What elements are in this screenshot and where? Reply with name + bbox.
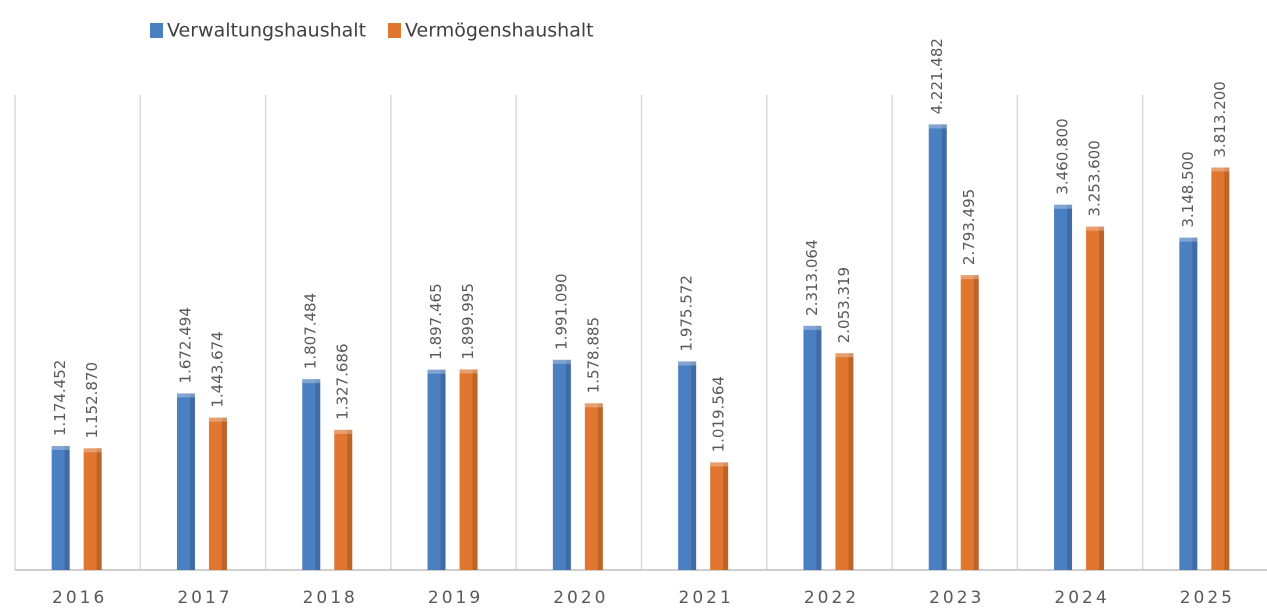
bar-cap [928, 124, 947, 129]
bar-shade [221, 417, 227, 570]
bar-cap [960, 275, 979, 280]
bar-shade [597, 403, 603, 570]
x-tick-label: 2023 [929, 588, 984, 608]
bar [584, 403, 603, 570]
bar [176, 393, 195, 570]
value-label: 1.975.572 [678, 275, 696, 351]
bar-shade [848, 353, 854, 570]
x-tick-label: 2025 [1180, 588, 1235, 608]
bar [1211, 167, 1230, 571]
bar [1086, 226, 1105, 570]
bar [208, 417, 227, 570]
bar-shade [64, 446, 70, 570]
value-label: 3.253.600 [1086, 140, 1104, 216]
bar-cap [176, 393, 195, 398]
value-label: 1.899.995 [459, 283, 477, 359]
value-label: 3.813.200 [1211, 81, 1229, 157]
bar-cap [584, 403, 603, 408]
bar [459, 369, 478, 570]
value-label: 1.327.686 [334, 344, 352, 420]
bar-cap [710, 462, 729, 467]
bar-shade [440, 369, 446, 570]
bar [83, 448, 102, 570]
bar-cap [459, 369, 478, 374]
value-label: 1.578.885 [584, 317, 602, 393]
bar-shade [472, 369, 478, 570]
x-tick-label: 2019 [428, 588, 483, 608]
value-label: 4.221.482 [928, 38, 946, 114]
x-tick-label: 2018 [303, 588, 358, 608]
value-label: 1.152.870 [83, 362, 101, 438]
bar-cap [552, 359, 571, 364]
bar-shade [1067, 204, 1073, 570]
bar-cap [678, 361, 697, 366]
bar-shade [315, 379, 321, 570]
bar [334, 429, 353, 570]
bar-shade [565, 359, 571, 570]
bar [803, 325, 822, 570]
value-label: 1.991.090 [552, 273, 570, 349]
value-label: 1.897.465 [427, 283, 445, 359]
bar-shade [941, 124, 947, 571]
bar [710, 462, 729, 570]
value-label: 1.672.494 [176, 307, 194, 383]
value-label: 3.148.500 [1179, 151, 1197, 227]
bar [835, 353, 854, 570]
value-label: 1.443.674 [208, 331, 226, 407]
bar [1179, 237, 1198, 571]
legend-swatch [388, 23, 402, 38]
bar-shade [347, 429, 353, 570]
value-label: 2.053.319 [835, 267, 853, 343]
bar-shade [816, 325, 822, 570]
bar [302, 379, 321, 570]
value-label: 3.460.800 [1054, 118, 1072, 194]
bar-cap [1054, 204, 1073, 209]
bar-cap [334, 429, 353, 434]
bar-cap [427, 369, 446, 374]
value-label: 2.313.064 [803, 239, 821, 315]
bar-cap [83, 448, 102, 453]
bar [960, 275, 979, 570]
bar-shade [189, 393, 195, 570]
bar-cap [1179, 237, 1198, 242]
x-tick-label: 2021 [679, 588, 734, 608]
bar-cap [208, 417, 227, 422]
bar-shade [1224, 167, 1230, 571]
bar [928, 124, 947, 571]
legend-swatch [150, 23, 163, 38]
bar [51, 446, 70, 570]
bar-shade [691, 361, 697, 570]
bar-cap [51, 446, 70, 451]
x-tick-label: 2017 [177, 588, 232, 608]
value-label: 1.019.564 [710, 376, 728, 452]
bar-cap [835, 353, 854, 358]
x-tick-label: 2024 [1054, 588, 1109, 608]
value-label: 1.807.484 [302, 293, 320, 369]
legend-label: Verwaltungshaushalt [167, 20, 366, 42]
value-label: 1.174.452 [51, 360, 69, 436]
bar-cap [1086, 226, 1105, 231]
bar-shade [1099, 226, 1105, 570]
legend-label: Vermögenshaushalt [405, 20, 594, 42]
bar-cap [1211, 167, 1230, 172]
bar-cap [302, 379, 321, 384]
bar-shade [973, 275, 979, 570]
bar-cap [803, 325, 822, 330]
bar-shade [1192, 237, 1198, 571]
bar [427, 369, 446, 570]
x-tick-label: 2020 [553, 588, 608, 608]
bar-shade [96, 448, 102, 570]
value-label: 2.793.495 [960, 189, 978, 265]
x-tick-label: 2022 [804, 588, 859, 608]
x-tick-label: 2016 [52, 588, 107, 608]
bar [1054, 204, 1073, 570]
bar-shade [723, 462, 729, 570]
bar [678, 361, 697, 570]
bar [552, 359, 571, 570]
